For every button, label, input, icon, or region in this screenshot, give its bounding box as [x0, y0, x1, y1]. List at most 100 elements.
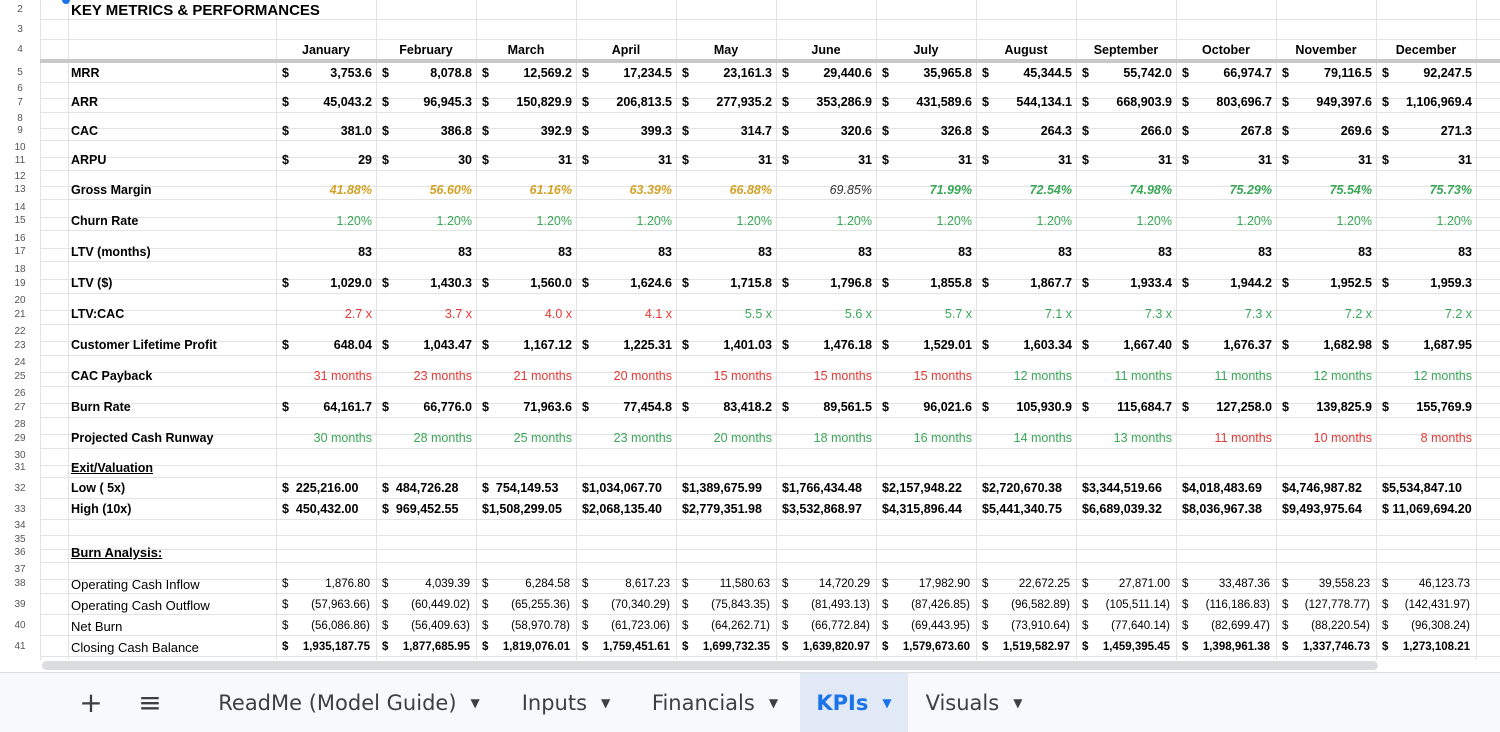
metric-label[interactable]: Burn Rate — [71, 400, 131, 414]
metric-value[interactable]: 8,078.8 — [430, 66, 472, 80]
row-number[interactable]: 12 — [14, 171, 26, 182]
metric-value[interactable]: 949,397.6 — [1316, 95, 1372, 109]
valuation-value[interactable]: $4,315,896.44 — [882, 502, 962, 516]
burn-value[interactable]: 1,398,961.38 — [1202, 641, 1270, 653]
metric-label[interactable]: LTV ($) — [71, 276, 113, 290]
metric-value[interactable]: 7.2 x — [1444, 307, 1472, 321]
row-number[interactable]: 5 — [17, 67, 23, 78]
metric-value[interactable]: 1,476.18 — [823, 338, 872, 352]
metric-value[interactable]: 31 — [858, 153, 872, 167]
metric-value[interactable]: 66,974.7 — [1223, 66, 1272, 80]
metric-value[interactable]: 31 — [1158, 153, 1172, 167]
burn-value[interactable]: 14,720.29 — [818, 578, 870, 590]
metric-value[interactable]: 71.99% — [929, 183, 972, 197]
metric-value[interactable]: 15 months — [713, 369, 772, 383]
sheet-tab[interactable]: KPIs ▼ — [800, 673, 908, 732]
month-header[interactable]: June — [811, 43, 841, 57]
metric-value[interactable]: 1,667.40 — [1123, 338, 1172, 352]
chevron-down-icon[interactable]: ▼ — [1013, 695, 1023, 710]
burn-value[interactable]: (105,511.14) — [1105, 599, 1170, 611]
burn-value[interactable]: 1,876.80 — [325, 578, 370, 590]
burn-value[interactable]: 33,487.36 — [1218, 578, 1270, 590]
metric-value[interactable]: 1.20% — [436, 214, 472, 228]
metric-value[interactable]: 1,043.47 — [423, 338, 472, 352]
sheet-tab[interactable]: Financials ▼ — [632, 673, 798, 732]
metric-value[interactable]: 45,344.5 — [1023, 66, 1072, 80]
metric-value[interactable]: 23 months — [413, 369, 472, 383]
metric-value[interactable]: 264.3 — [1040, 124, 1072, 138]
burn-value[interactable]: (61,723.06) — [611, 620, 670, 632]
metric-value[interactable]: 66.88% — [729, 183, 772, 197]
valuation-label[interactable]: High (10x) — [71, 502, 132, 516]
row-number[interactable]: 18 — [14, 264, 26, 275]
row-number[interactable]: 16 — [14, 233, 26, 244]
metric-value[interactable]: 11 months — [1214, 369, 1272, 383]
metric-value[interactable]: 314.7 — [740, 124, 772, 138]
metric-value[interactable]: 96,945.3 — [423, 95, 472, 109]
metric-label[interactable]: Customer Lifetime Profit — [71, 338, 217, 352]
metric-value[interactable]: 7.1 x — [1044, 307, 1072, 321]
metric-value[interactable]: 1.20% — [536, 214, 572, 228]
metric-value[interactable]: 83,418.2 — [723, 400, 772, 414]
month-header[interactable]: August — [1004, 43, 1048, 57]
metric-value[interactable]: 15 months — [813, 369, 872, 383]
row-number[interactable]: 35 — [14, 534, 26, 545]
row-number[interactable]: 40 — [14, 620, 26, 631]
metric-value[interactable]: 14 months — [1013, 431, 1072, 445]
burn-value[interactable]: 27,871.00 — [1118, 578, 1170, 590]
metric-value[interactable]: 83 — [458, 245, 472, 259]
valuation-value[interactable]: $8,036,967.38 — [1182, 502, 1262, 516]
metric-value[interactable]: 326.8 — [940, 124, 972, 138]
burn-value[interactable]: 6,284.58 — [525, 578, 570, 590]
valuation-value[interactable]: $4,018,483.69 — [1182, 481, 1262, 495]
metric-value[interactable]: 1.20% — [736, 214, 772, 228]
metric-value[interactable]: 12 months — [1013, 369, 1072, 383]
metric-label[interactable]: ARPU — [71, 153, 107, 167]
metric-value[interactable]: 66,776.0 — [423, 400, 472, 414]
metric-value[interactable]: 4.0 x — [544, 307, 572, 321]
burn-value[interactable]: (88,220.54) — [1311, 620, 1370, 632]
valuation-value[interactable]: $9,493,975.64 — [1282, 502, 1362, 516]
metric-value[interactable]: 1,430.3 — [430, 276, 472, 290]
selection-handle[interactable] — [62, 0, 70, 4]
valuation-value[interactable]: $ 484,726.28 — [382, 481, 459, 495]
metric-label[interactable]: LTV:CAC — [71, 307, 125, 321]
metric-value[interactable]: 320.6 — [840, 124, 872, 138]
month-header[interactable]: July — [913, 43, 939, 57]
row-number[interactable]: 30 — [14, 450, 26, 461]
metric-value[interactable]: 431,589.6 — [916, 95, 972, 109]
metric-value[interactable]: 12 months — [1313, 369, 1372, 383]
row-number[interactable]: 34 — [14, 520, 26, 531]
valuation-value[interactable]: $2,068,135.40 — [582, 502, 662, 516]
burn-label[interactable]: Operating Cash Inflow — [71, 577, 200, 592]
metric-value[interactable]: 35,965.8 — [923, 66, 972, 80]
valuation-value[interactable]: $2,779,351.98 — [682, 502, 762, 516]
burn-value[interactable]: (66,772.84) — [811, 620, 870, 632]
valuation-value[interactable]: $ 225,216.00 — [282, 481, 359, 495]
metric-value[interactable]: 1.20% — [1336, 214, 1372, 228]
burn-value[interactable]: 8,617.23 — [625, 578, 670, 590]
burn-value[interactable]: (96,308.24) — [1411, 620, 1470, 632]
valuation-value[interactable]: $3,532,868.97 — [782, 502, 862, 516]
burn-value[interactable]: (82,699.47) — [1211, 620, 1270, 632]
month-header[interactable]: February — [399, 43, 453, 57]
metric-value[interactable]: 4.1 x — [644, 307, 672, 321]
metric-value[interactable]: 150,829.9 — [516, 95, 572, 109]
metric-value[interactable]: 83 — [1158, 245, 1172, 259]
row-number[interactable]: 23 — [14, 340, 26, 351]
metric-value[interactable]: 1,687.95 — [1423, 338, 1472, 352]
burn-value[interactable]: (60,449.02) — [411, 599, 470, 611]
sheet-tab[interactable]: Inputs ▼ — [502, 673, 630, 732]
metric-value[interactable]: 83 — [1058, 245, 1072, 259]
metric-value[interactable]: 206,813.5 — [616, 95, 672, 109]
burn-label[interactable]: Closing Cash Balance — [71, 640, 199, 655]
burn-label[interactable]: Operating Cash Outflow — [71, 598, 210, 613]
burn-value[interactable]: 1,877,685.95 — [402, 641, 470, 653]
metric-value[interactable]: 8 months — [1420, 431, 1472, 445]
metric-value[interactable]: 1,933.4 — [1130, 276, 1172, 290]
metric-value[interactable]: 1,529.01 — [923, 338, 972, 352]
metric-value[interactable]: 74.98% — [1129, 183, 1172, 197]
burn-value[interactable]: (81,493.13) — [811, 599, 870, 611]
metric-value[interactable]: 1,624.6 — [630, 276, 672, 290]
metric-value[interactable]: 96,021.6 — [923, 400, 972, 414]
